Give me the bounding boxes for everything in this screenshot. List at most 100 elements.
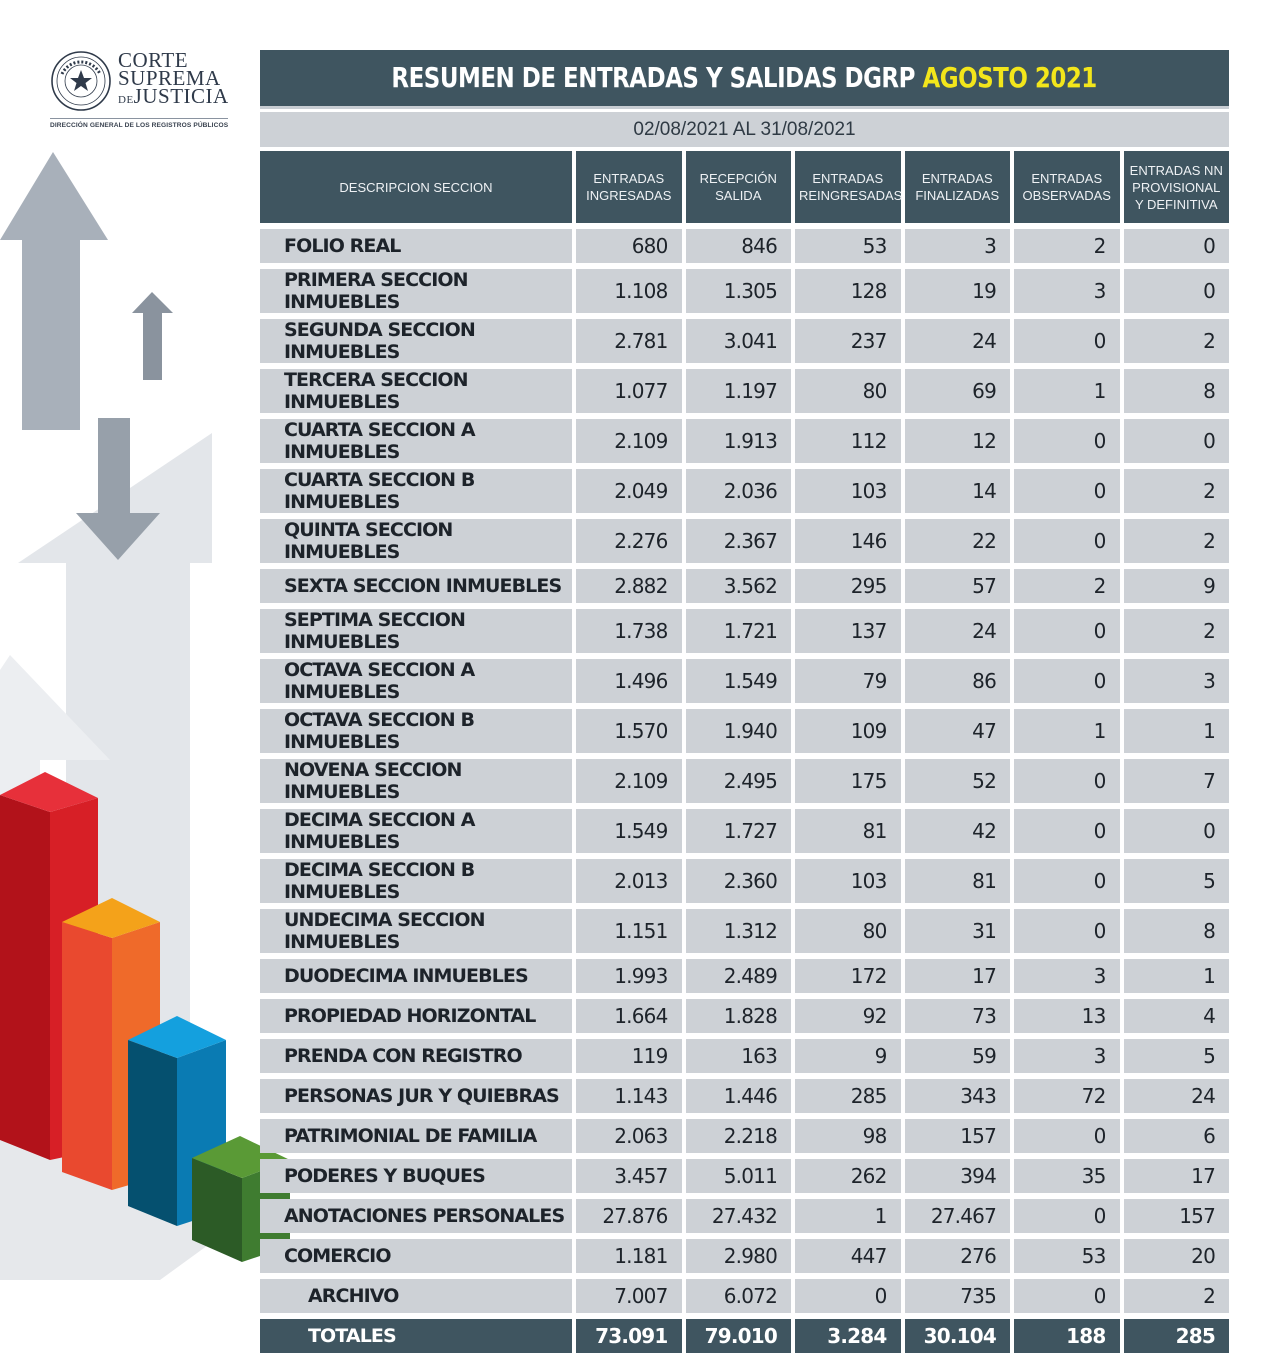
value-cell: 12 bbox=[904, 419, 1010, 463]
value-cell: 0 bbox=[1014, 419, 1120, 463]
title-main: RESUMEN DE ENTRADAS Y SALIDAS DGRP bbox=[391, 61, 916, 94]
value-cell: 2 bbox=[1123, 319, 1229, 363]
value-cell: 53 bbox=[795, 229, 901, 263]
value-cell: 2.013 bbox=[576, 859, 682, 903]
department-name: DIRECCIÓN GENERAL DE LOS REGISTROS PÚBLI… bbox=[50, 118, 228, 129]
section-name-cell: FOLIO REAL bbox=[260, 229, 572, 263]
value-cell: 57 bbox=[904, 569, 1010, 603]
value-cell: 1.197 bbox=[685, 369, 791, 413]
value-cell: 0 bbox=[1014, 759, 1120, 803]
value-cell: 3 bbox=[1014, 959, 1120, 993]
value-cell: 0 bbox=[1014, 909, 1120, 953]
table-row: PRIMERA SECCION INMUEBLES 1.108 1.305 128 19… bbox=[260, 269, 1229, 313]
value-cell: 157 bbox=[904, 1119, 1010, 1153]
value-cell: 0 bbox=[1014, 659, 1120, 703]
totals-value-cell: 285 bbox=[1123, 1319, 1229, 1353]
value-cell: 2 bbox=[1014, 569, 1120, 603]
value-cell: 0 bbox=[1014, 519, 1120, 563]
value-cell: 2.781 bbox=[576, 319, 682, 363]
value-cell: 0 bbox=[1014, 469, 1120, 513]
value-cell: 2.109 bbox=[576, 419, 682, 463]
value-cell: 81 bbox=[904, 859, 1010, 903]
court-seal-icon bbox=[51, 51, 111, 111]
value-cell: 1.570 bbox=[576, 709, 682, 753]
section-name-cell: SEGUNDA SECCION INMUEBLES bbox=[260, 319, 572, 363]
date-range: 02/08/2021 AL 31/08/2021 bbox=[260, 112, 1229, 147]
court-name-line2: SUPREMA bbox=[118, 66, 221, 90]
section-name-cell: PRENDA CON REGISTRO bbox=[260, 1039, 572, 1073]
value-cell: 27.467 bbox=[904, 1199, 1010, 1233]
column-header: ENTRADAS FINALIZADAS bbox=[904, 151, 1010, 223]
value-cell: 52 bbox=[904, 759, 1010, 803]
table-row: OCTAVA SECCION B INMUEBLES 1.570 1.940 109 4… bbox=[260, 709, 1229, 753]
table-row: PODERES Y BUQUES 3.457 5.011 262 394 35 17 bbox=[260, 1159, 1229, 1193]
table-row: PRENDA CON REGISTRO 119 163 9 59 3 5 bbox=[260, 1039, 1229, 1073]
totals-value-cell: 188 bbox=[1014, 1319, 1120, 1353]
green-bar-front bbox=[192, 1158, 242, 1262]
value-cell: 2.063 bbox=[576, 1119, 682, 1153]
value-cell: 1.549 bbox=[685, 659, 791, 703]
section-name-cell: DECIMA SECCION B INMUEBLES bbox=[260, 859, 572, 903]
value-cell: 53 bbox=[1014, 1239, 1120, 1273]
section-name-cell: PATRIMONIAL DE FAMILIA bbox=[260, 1119, 572, 1153]
value-cell: 73 bbox=[904, 999, 1010, 1033]
table-row: PROPIEDAD HORIZONTAL 1.664 1.828 92 73 13 4 bbox=[260, 999, 1229, 1033]
section-name-cell: DUODECIMA INMUEBLES bbox=[260, 959, 572, 993]
value-cell: 172 bbox=[795, 959, 901, 993]
value-cell: 1 bbox=[1123, 709, 1229, 753]
court-name: CORTE SUPREMA DEJUSTICIA bbox=[118, 50, 229, 109]
value-cell: 1.940 bbox=[685, 709, 791, 753]
value-cell: 103 bbox=[795, 469, 901, 513]
value-cell: 2.367 bbox=[685, 519, 791, 563]
value-cell: 9 bbox=[1123, 569, 1229, 603]
value-cell: 447 bbox=[795, 1239, 901, 1273]
table-row: DECIMA SECCION B INMUEBLES 2.013 2.360 103 8… bbox=[260, 859, 1229, 903]
value-cell: 8 bbox=[1123, 369, 1229, 413]
totals-value-cell: 79.010 bbox=[685, 1319, 791, 1353]
value-cell: 86 bbox=[904, 659, 1010, 703]
value-cell: 3 bbox=[904, 229, 1010, 263]
decorative-background bbox=[0, 152, 290, 1280]
value-cell: 3.041 bbox=[685, 319, 791, 363]
value-cell: 0 bbox=[1123, 419, 1229, 463]
value-cell: 17 bbox=[904, 959, 1010, 993]
value-cell: 1.446 bbox=[685, 1079, 791, 1113]
value-cell: 285 bbox=[795, 1079, 901, 1113]
value-cell: 5 bbox=[1123, 1039, 1229, 1073]
section-name-cell: CUARTA SECCION A INMUEBLES bbox=[260, 419, 572, 463]
value-cell: 13 bbox=[1014, 999, 1120, 1033]
section-name-cell: OCTAVA SECCION A INMUEBLES bbox=[260, 659, 572, 703]
value-cell: 175 bbox=[795, 759, 901, 803]
table-row: SEGUNDA SECCION INMUEBLES 2.781 3.041 237 24… bbox=[260, 319, 1229, 363]
table-row: CUARTA SECCION B INMUEBLES 2.049 2.036 103 1… bbox=[260, 469, 1229, 513]
section-name-cell: SEPTIMA SECCION INMUEBLES bbox=[260, 609, 572, 653]
value-cell: 2.036 bbox=[685, 469, 791, 513]
value-cell: 9 bbox=[795, 1039, 901, 1073]
table-header-row: DESCRIPCION SECCION ENTRADAS INGRESADAS RE… bbox=[260, 151, 1229, 223]
value-cell: 2 bbox=[1014, 229, 1120, 263]
section-name-cell: QUINTA SECCION INMUEBLES bbox=[260, 519, 572, 563]
value-cell: 0 bbox=[1014, 1199, 1120, 1233]
value-cell: 0 bbox=[1123, 229, 1229, 263]
table-row: SEXTA SECCION INMUEBLES 2.882 3.562 295 57 2 9 bbox=[260, 569, 1229, 603]
section-name-cell: COMERCIO bbox=[260, 1239, 572, 1273]
value-cell: 237 bbox=[795, 319, 901, 363]
section-name-cell: PODERES Y BUQUES bbox=[260, 1159, 572, 1193]
value-cell: 1.828 bbox=[685, 999, 791, 1033]
value-cell: 3.457 bbox=[576, 1159, 682, 1193]
table-row: ARCHIVO 7.007 6.072 0 735 0 2 bbox=[260, 1279, 1229, 1313]
value-cell: 2.489 bbox=[685, 959, 791, 993]
value-cell: 1 bbox=[1123, 959, 1229, 993]
value-cell: 5 bbox=[1123, 859, 1229, 903]
value-cell: 27.876 bbox=[576, 1199, 682, 1233]
table-row: OCTAVA SECCION A INMUEBLES 1.496 1.549 79 86… bbox=[260, 659, 1229, 703]
blue-bar-front bbox=[128, 1040, 177, 1226]
value-cell: 7 bbox=[1123, 759, 1229, 803]
value-cell: 1.305 bbox=[685, 269, 791, 313]
value-cell: 59 bbox=[904, 1039, 1010, 1073]
value-cell: 0 bbox=[1123, 809, 1229, 853]
arrow-down-icon bbox=[76, 418, 160, 560]
value-cell: 1 bbox=[795, 1199, 901, 1233]
column-header: ENTRADAS INGRESADAS bbox=[576, 151, 682, 223]
value-cell: 343 bbox=[904, 1079, 1010, 1113]
